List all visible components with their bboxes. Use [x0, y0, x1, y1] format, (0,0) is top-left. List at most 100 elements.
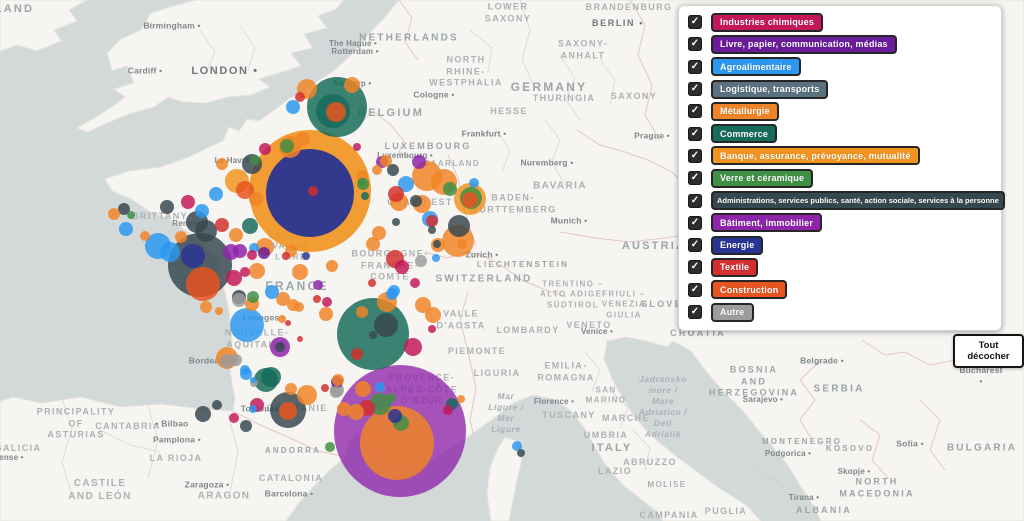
legend-checkbox[interactable]: ✓ [688, 171, 702, 186]
legend-checkbox[interactable]: ✓ [688, 37, 702, 52]
map-bubble-chimie[interactable] [259, 143, 271, 155]
map-bubble-chimie[interactable] [353, 143, 361, 151]
map-bubble-metallurgie[interactable] [360, 406, 434, 480]
legend-checkbox[interactable]: ✓ [688, 282, 702, 297]
map-bubble-agro[interactable] [386, 288, 398, 300]
map-bubble-admin[interactable] [118, 203, 130, 215]
map-bubble-admin[interactable] [517, 449, 525, 457]
map-bubble-agro[interactable] [240, 365, 250, 375]
map-bubble-metallurgie[interactable] [249, 263, 265, 279]
map-bubble-verre[interactable] [386, 393, 396, 403]
legend-checkbox[interactable]: ✓ [688, 215, 702, 230]
map-bubble-verre[interactable] [127, 211, 135, 219]
map-bubble-admin[interactable] [448, 215, 470, 237]
map-bubble-metallurgie[interactable] [380, 155, 392, 167]
map-bubble-metallurgie[interactable] [355, 381, 371, 397]
map-bubble-construction[interactable] [279, 402, 297, 420]
map-bubble-energie[interactable] [388, 409, 402, 423]
map-bubble-commerce[interactable] [361, 192, 369, 200]
map-bubble-chimie[interactable] [226, 270, 242, 286]
map-bubble-admin[interactable] [195, 220, 217, 242]
map-bubble-admin[interactable] [369, 331, 377, 339]
map-bubble-metallurgie[interactable] [229, 228, 243, 242]
map-bubble-autre[interactable] [220, 354, 234, 368]
map-bubble-construction[interactable] [186, 267, 220, 301]
map-bubble-verre[interactable] [325, 442, 335, 452]
map-bubble-energie[interactable] [181, 244, 205, 268]
map-bubble-verre[interactable] [443, 182, 457, 196]
map-bubble-admin[interactable] [374, 313, 398, 337]
legend-checkbox[interactable]: ✓ [688, 238, 702, 253]
map-bubble-metallurgie[interactable] [297, 385, 317, 405]
map-bubble-textile[interactable] [388, 186, 404, 202]
map-bubble-construction[interactable] [326, 102, 346, 122]
map-bubble-metallurgie[interactable] [319, 307, 333, 321]
map-bubble-metallurgie[interactable] [366, 237, 380, 251]
map-bubble-admin[interactable] [240, 420, 252, 432]
legend-checkbox[interactable]: ✓ [688, 126, 702, 141]
map-bubble-construction[interactable] [462, 192, 478, 208]
map-bubble-textile[interactable] [321, 384, 329, 392]
map-bubble-autre[interactable] [232, 293, 246, 307]
map-bubble-agro[interactable] [209, 187, 223, 201]
legend-checkbox[interactable]: ✓ [688, 305, 702, 319]
map-bubble-admin[interactable] [275, 342, 285, 352]
map-bubble-energie[interactable] [302, 252, 310, 260]
map-bubble-admin[interactable] [428, 226, 436, 234]
map-bubble-metallurgie[interactable] [216, 158, 228, 170]
map-bubble-chimie[interactable] [404, 338, 422, 356]
map-bubble-metallurgie[interactable] [344, 77, 360, 93]
map-bubble-metallurgie[interactable] [296, 132, 310, 146]
map-bubble-textile[interactable] [295, 92, 305, 102]
legend-checkbox[interactable]: ✓ [688, 15, 702, 30]
map-bubble-metallurgie[interactable] [249, 192, 263, 206]
map-bubble-admin[interactable] [433, 240, 441, 248]
map-bubble-verre[interactable] [280, 139, 294, 153]
map-bubble-autre[interactable] [415, 255, 427, 267]
map-bubble-textile[interactable] [426, 215, 438, 227]
map-bubble-admin[interactable] [195, 406, 211, 422]
map-bubble-metallurgie[interactable] [200, 301, 212, 313]
map-bubble-autre[interactable] [230, 354, 242, 366]
map-bubble-metallurgie[interactable] [175, 231, 187, 243]
map-bubble-admin[interactable] [410, 195, 422, 207]
legend-checkbox[interactable]: ✓ [688, 148, 702, 163]
map-bubble-textile[interactable] [368, 279, 376, 287]
map-bubble-admin[interactable] [392, 218, 400, 226]
map-bubble-batiment[interactable] [313, 280, 323, 290]
map-bubble-agro[interactable] [230, 308, 264, 342]
map-bubble-admin[interactable] [212, 400, 222, 410]
map-bubble-commerce[interactable] [242, 218, 258, 234]
map-bubble-textile[interactable] [313, 295, 321, 303]
map-bubble-agro[interactable] [195, 204, 209, 218]
map-bubble-chimie[interactable] [181, 195, 195, 209]
map-bubble-metallurgie[interactable] [140, 231, 150, 241]
map-bubble-admin[interactable] [387, 164, 399, 176]
map-bubble-chimie[interactable] [322, 297, 332, 307]
map-bubble-construction[interactable] [236, 181, 254, 199]
map-bubble-chimie[interactable] [443, 405, 453, 415]
map-bubble-metallurgie[interactable] [326, 260, 338, 272]
map-bubble-verre[interactable] [247, 291, 259, 303]
map-bubble-autre[interactable] [330, 386, 342, 398]
map-bubble-metallurgie[interactable] [457, 395, 465, 403]
map-bubble-chimie[interactable] [229, 413, 239, 423]
map-bubble-textile[interactable] [285, 320, 291, 326]
map-bubble-agro[interactable] [398, 176, 414, 192]
map-bubble-metallurgie[interactable] [457, 239, 467, 249]
map-bubble-agro[interactable] [249, 405, 257, 413]
map-bubble-commerce[interactable] [261, 367, 281, 387]
map-bubble-agro[interactable] [119, 222, 133, 236]
map-bubble-textile[interactable] [282, 252, 290, 260]
map-bubble-agro[interactable] [286, 100, 300, 114]
map-bubble-agro[interactable] [469, 178, 479, 188]
map-bubble-metallurgie[interactable] [348, 404, 364, 420]
map-bubble-metallurgie[interactable] [276, 292, 290, 306]
map-bubble-metallurgie[interactable] [332, 374, 344, 386]
map-bubble-metallurgie[interactable] [215, 307, 223, 315]
map-bubble-metallurgie[interactable] [294, 302, 304, 312]
legend-checkbox[interactable]: ✓ [688, 104, 702, 119]
map-bubble-verre[interactable] [358, 178, 366, 186]
map-bubble-admin[interactable] [160, 200, 174, 214]
map-bubble-chimie[interactable] [240, 267, 250, 277]
